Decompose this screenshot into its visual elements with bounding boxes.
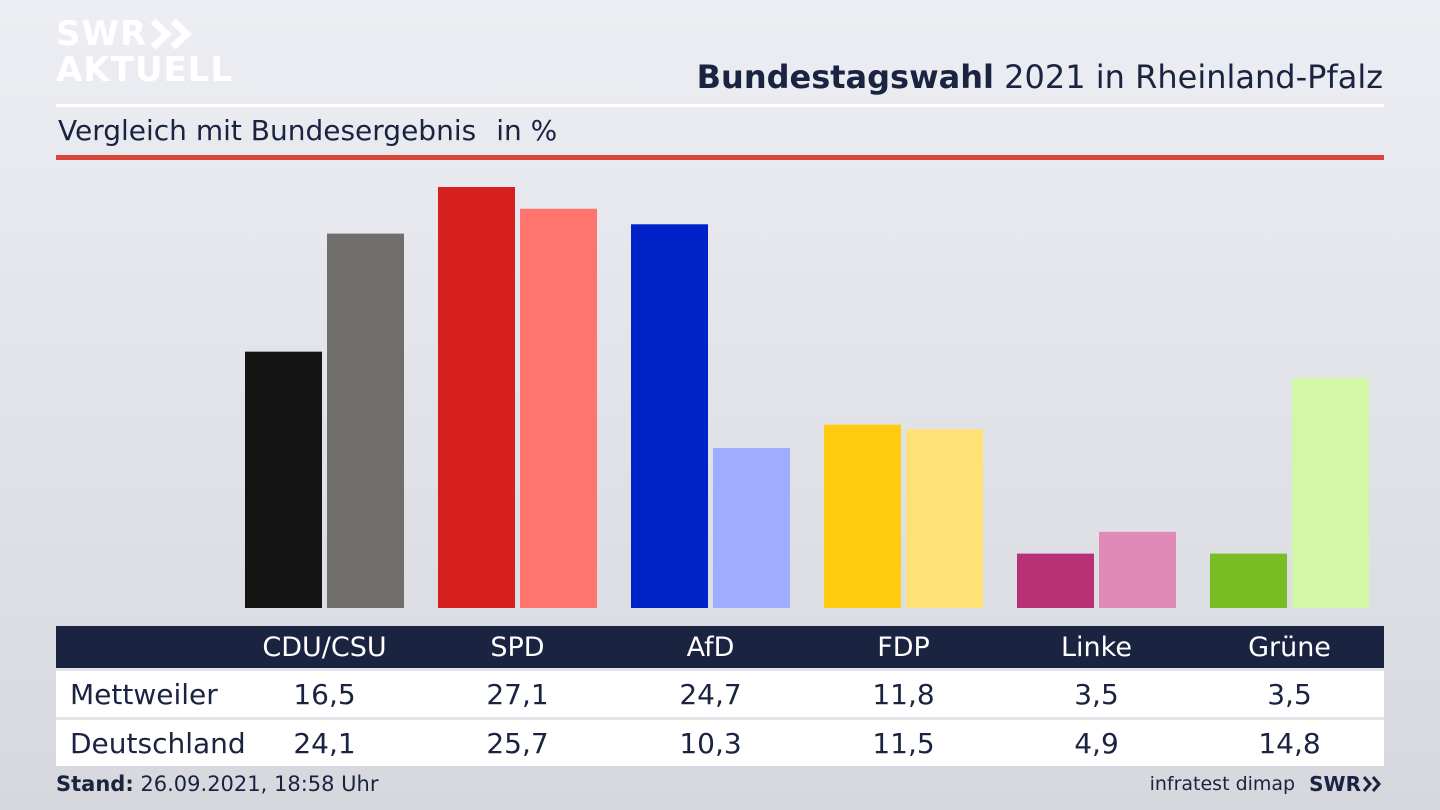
chart-title: Bundestagswahl 2021 in Rheinland-Pfalz (697, 58, 1383, 96)
swr-aktuell-logo: SWR AKTUELL (56, 16, 233, 88)
row-label: Deutschland (70, 726, 246, 760)
bar-spd-mettweiler (438, 187, 515, 608)
bar-linke-mettweiler (1017, 553, 1094, 608)
bar-fdp-mettweiler (824, 424, 901, 608)
bar-gr-ne-deutschland (1292, 378, 1369, 608)
small-double-chevron-icon (1363, 776, 1381, 792)
subtitle-unit: in % (496, 114, 558, 147)
table-cell: 10,3 (679, 726, 742, 760)
chart-title-bold: Bundestagswahl (696, 58, 994, 96)
bar-linke-deutschland (1099, 531, 1176, 608)
table-cell: 24,7 (679, 677, 742, 711)
table-cell: 3,5 (1267, 677, 1312, 711)
table-cell: 24,1 (293, 726, 356, 760)
table-row-deutschland: Deutschland 24,1 25,7 10,3 11,5 4,9 14,8 (56, 717, 1384, 766)
stand-value: 26.09.2021, 18:58 Uhr (133, 772, 379, 796)
double-chevron-icon (151, 19, 193, 49)
logo-swr-text: SWR (56, 14, 148, 54)
swr-brand-text: SWR (1309, 772, 1361, 796)
bar-spd-deutschland (520, 208, 597, 608)
table-row-mettweiler: Mettweiler 16,5 27,1 24,7 11,8 3,5 3,5 (56, 668, 1384, 717)
table-cell: 16,5 (293, 677, 356, 711)
table-cell: 11,8 (872, 677, 935, 711)
bar-fdp-deutschland (906, 429, 983, 608)
table-cell: 27,1 (486, 677, 549, 711)
table-cell: 3,5 (1074, 677, 1119, 711)
row-label: Mettweiler (70, 677, 218, 711)
column-header: AfD (686, 631, 735, 663)
column-header: Linke (1061, 631, 1132, 663)
table-cell: 14,8 (1258, 726, 1321, 760)
bar-cdu-csu-mettweiler (245, 351, 322, 608)
column-header: FDP (877, 631, 930, 663)
subtitle-text: Vergleich mit Bundesergebnis (58, 114, 477, 147)
subtitle-divider (56, 155, 1384, 160)
swr-brand-logo: SWR (1309, 772, 1383, 796)
table-header-row: CDU/CSU SPD AfD FDP Linke Grüne (56, 626, 1384, 668)
column-header: CDU/CSU (262, 631, 387, 663)
table-cell: 4,9 (1074, 726, 1119, 760)
stand-label: Stand: (56, 772, 134, 796)
bar-afd-deutschland (713, 447, 790, 608)
bar-cdu-csu-deutschland (327, 233, 404, 608)
bar-afd-mettweiler (631, 224, 708, 609)
column-header: Grüne (1248, 631, 1331, 663)
chart-title-rest: 2021 in Rheinland-Pfalz (994, 58, 1383, 96)
column-header: SPD (490, 631, 545, 663)
chart-subtitle: Vergleich mit Bundesergebnis in % (58, 114, 557, 147)
results-table: CDU/CSU SPD AfD FDP Linke Grüne Mettweiler 16… (56, 626, 1384, 766)
timestamp: Stand: 26.09.2021, 18:58 Uhr (56, 772, 379, 796)
table-cell: 25,7 (486, 726, 549, 760)
source-credit: infratest dimap SWR (1150, 772, 1383, 796)
table-cell: 11,5 (872, 726, 935, 760)
logo-aktuell-text: AKTUELL (56, 50, 234, 90)
bar-gr-ne-mettweiler (1210, 553, 1287, 608)
source-text: infratest dimap (1149, 773, 1296, 795)
title-divider (56, 104, 1384, 107)
